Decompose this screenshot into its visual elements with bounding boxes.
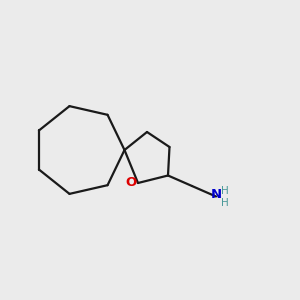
- Text: O: O: [126, 176, 137, 190]
- Text: H: H: [220, 197, 228, 208]
- Text: N: N: [210, 188, 222, 202]
- Text: H: H: [220, 185, 228, 196]
